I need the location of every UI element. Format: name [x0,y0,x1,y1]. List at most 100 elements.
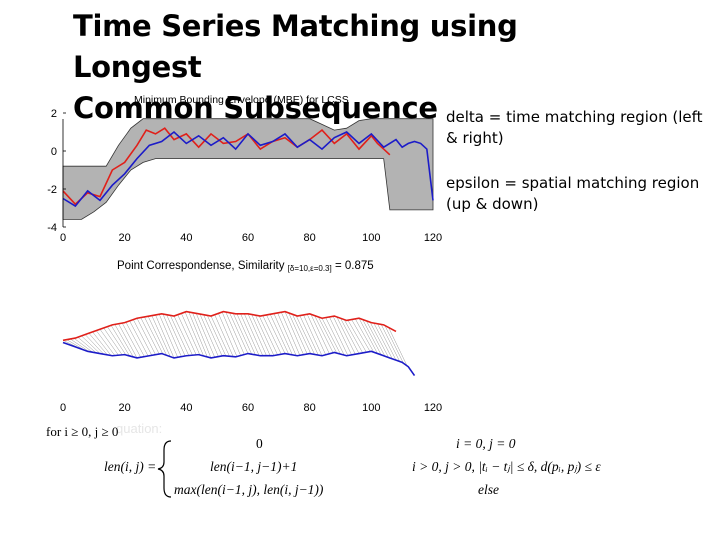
equation-case1-condition: i = 0, j = 0 [456,436,516,451]
correspondence-line [329,316,349,356]
correspondence-line [155,314,175,359]
corr-x-tick-label: 100 [362,402,380,414]
correspondence-line [144,316,164,355]
correspondence-line [362,319,382,355]
correspondence-line [247,313,267,356]
correspondence-line [269,314,289,355]
correspondence-line [377,323,397,361]
correspondence-line [388,327,408,366]
corr-title-text: Point Correspondense, Similarity [117,260,285,272]
mbe-x-tick-label: 120 [424,232,442,244]
correspondence-line [225,311,245,355]
correspondence-line [73,338,93,353]
correspondence-line [121,322,141,358]
correspondence-line [255,315,275,356]
corr-title-subscript: [δ=10,ε=0.3] [287,264,332,273]
correspondence-line [166,314,186,357]
correspondence-line [181,313,201,356]
corr-x-tick-label: 120 [424,402,442,414]
correspondence-line [81,335,101,354]
correspondence-line [325,317,345,356]
corr-x-tick-label: 60 [242,402,254,414]
correspondence-line [170,315,190,356]
correspondence-line [373,322,393,359]
correspondence-line [70,338,90,352]
mbe-y-tick-label: -4 [47,222,57,234]
correspondence-line [380,324,400,362]
correspondence-line [244,313,264,356]
correspondence-line [162,313,182,357]
correspondence-line [192,312,212,359]
mbe-y-tick-label: -2 [47,184,57,196]
mbe-x-tick-label: 0 [60,232,66,244]
equation-case3-condition: else [478,482,499,497]
correspondence-line [96,330,116,356]
mbe-x-tick-label: 60 [242,232,254,244]
correspondence-line [147,316,167,356]
title-line-1: Time Series Matching using Longest [73,9,518,84]
correspondence-line [292,314,312,354]
correspondence-line [118,323,138,359]
correspondence-line [133,319,153,356]
corr-plot-title: Point Correspondense, Similarity [δ=10,ε… [117,260,374,273]
correspondence-line [321,318,341,355]
correspondence-line [129,320,149,357]
correspondence-line [299,315,319,356]
correspondence-line [384,325,404,364]
correspondence-lines [62,311,408,366]
equation-lhs: len(i, j) = [104,459,157,474]
correspondence-line [218,313,238,357]
correspondence-line [210,315,230,357]
equation-case1-value: 0 [256,436,263,451]
correspondence-line [203,314,223,357]
correspondence-line [195,313,215,358]
correspondence-line [184,311,204,357]
correspondence-line [177,314,197,355]
correspondence-line [343,319,363,353]
correspondence-line [347,320,367,353]
correspondence-line [295,315,315,355]
correspondence-line [358,318,378,354]
correspondence-line [221,311,241,356]
mbe-x-tick-label: 20 [119,232,131,244]
correspondence-line [77,337,97,354]
correspondence-line [366,320,386,357]
correspondence-line [306,314,326,355]
mbe-x-tick-label: 40 [180,232,192,244]
correspondence-line [251,314,271,356]
correspondence-line [351,319,371,352]
correspondence-line [273,313,293,355]
correspondence-line [99,329,119,356]
ghost-equation-label: quation: [116,421,163,436]
correspondence-line [107,326,127,356]
correspondence-line [110,325,130,357]
equation-condition: for i ≥ 0, j ≥ 0 [46,424,119,439]
correspondence-line [88,333,108,356]
correspondence-line [303,314,323,356]
equation-case2-condition: i > 0, j > 0, |tᵢ − tⱼ| ≤ δ, d(pᵢ, pⱼ) ≤… [412,459,601,474]
correspondence-line [199,313,219,357]
correspondence-line [336,316,356,355]
correspondence-line [114,324,134,358]
correspondence-line [281,312,301,356]
correspondence-line [355,318,375,353]
correspondence-line [85,334,104,355]
correspondence-line [332,316,352,355]
correspondence-line [207,315,227,357]
equation-brace [157,440,172,498]
correspondence-line [214,314,234,357]
correspondence-line [125,322,145,357]
correspondence-line [318,316,338,354]
mbe-y-tick-label: 0 [51,146,57,158]
corr-title-value: = 0.875 [334,260,374,272]
mbe-x-tick-label: 100 [362,232,380,244]
corr-blue-series [62,341,416,377]
correspondence-line [140,317,160,355]
correspondence-line [158,314,178,358]
corr-x-tick-label: 20 [119,402,131,414]
mbe-x-tick-label: 80 [304,232,316,244]
correspondence-line [92,331,112,356]
correspondence-line [369,322,389,358]
correspondence-line [229,312,249,354]
